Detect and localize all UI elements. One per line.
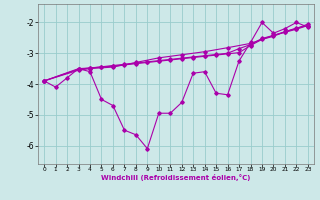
- X-axis label: Windchill (Refroidissement éolien,°C): Windchill (Refroidissement éolien,°C): [101, 174, 251, 181]
